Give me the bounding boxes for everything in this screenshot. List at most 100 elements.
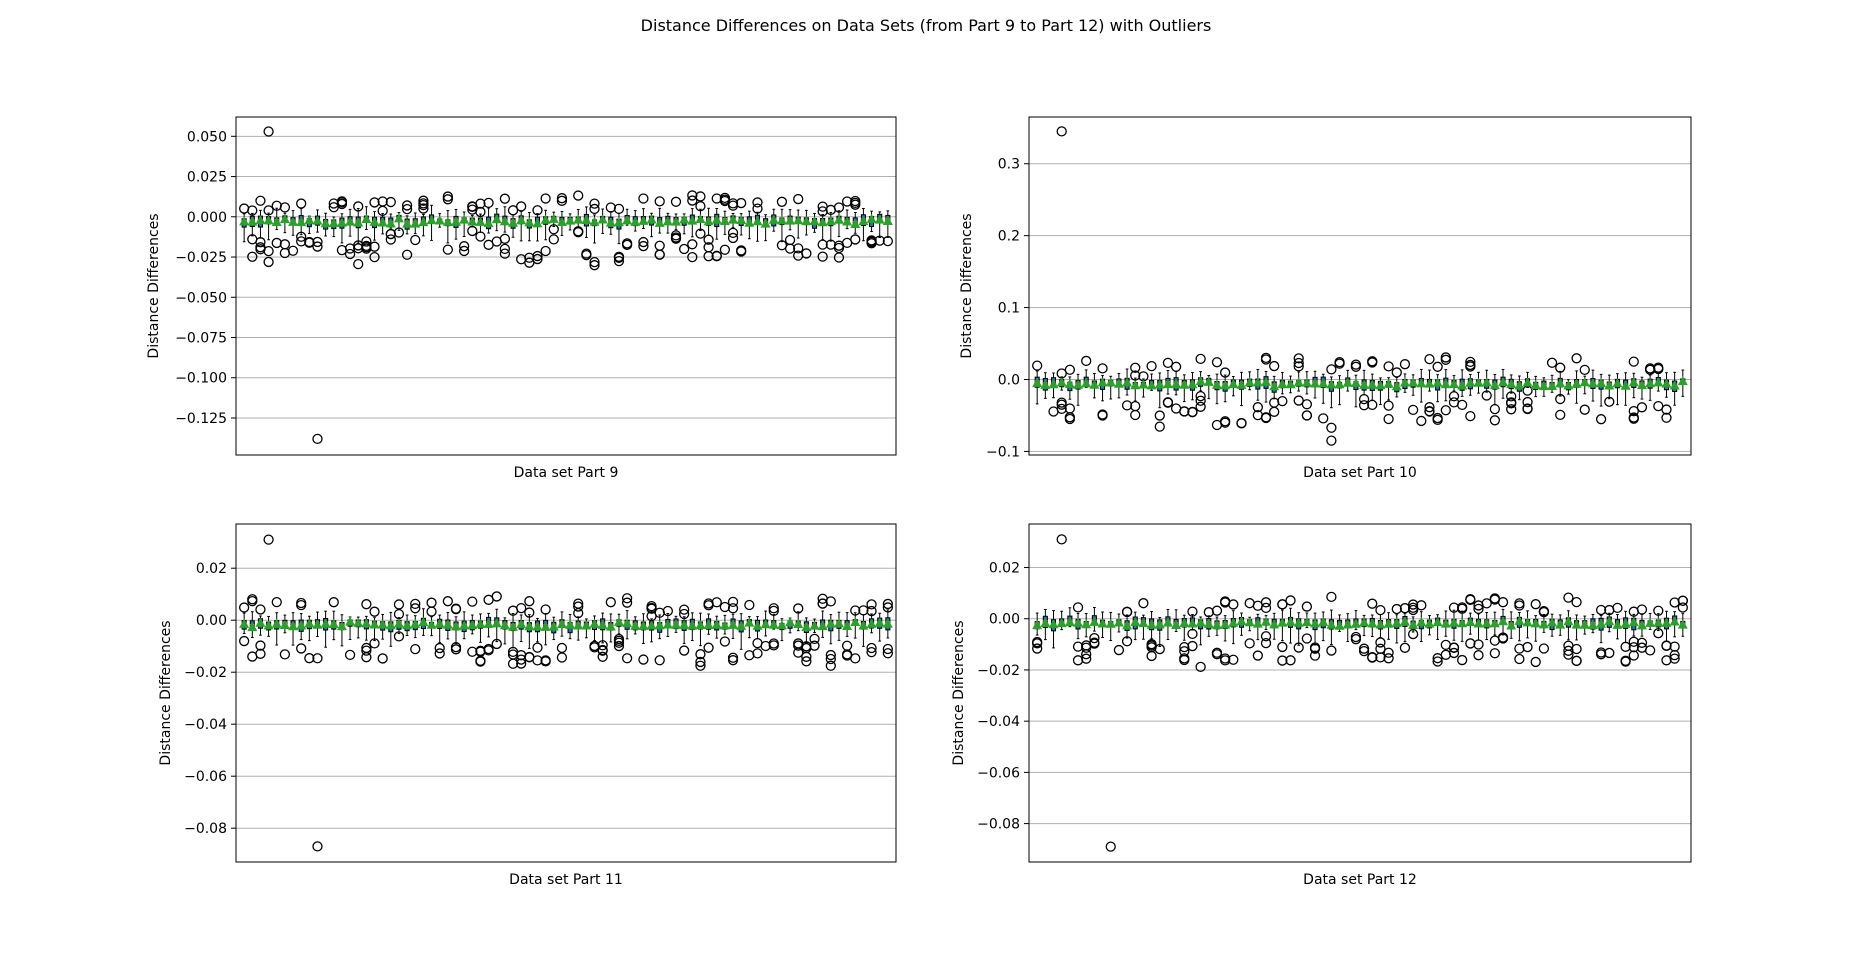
mean-marker [483,618,494,628]
outlier-point [1669,641,1680,652]
outlier-point [646,600,657,612]
mean-marker [1571,619,1582,629]
outlier-point [678,645,690,656]
outlier-point [1448,647,1460,659]
mean-marker [1252,377,1263,387]
box-23 [418,195,429,237]
mean-marker [296,217,307,227]
outlier-point [825,653,836,665]
mean-marker [369,619,380,629]
mean-marker [1350,618,1361,628]
outlier-point [1219,655,1231,666]
outlier-point [426,606,437,617]
mean-marker [679,214,690,224]
box-1 [1032,360,1043,405]
mean-marker [622,618,633,628]
box-14 [1138,598,1149,640]
y-tick-label: 0.3 [998,157,1020,173]
y-tick-label: −0.02 [977,663,1020,679]
outlier-point [1465,638,1476,649]
outlier-point [524,607,535,618]
outlier-point [654,240,665,251]
box-25 [1228,599,1239,665]
box-20 [393,212,405,238]
mean-marker [662,619,673,629]
outlier-point [1326,435,1337,446]
outlier-point [727,652,739,663]
box-41 [1358,614,1370,657]
outlier-point [817,251,828,262]
box-63 [744,599,755,661]
box-71 [1604,374,1615,407]
mean-marker [263,620,274,630]
outlier-point [377,653,388,664]
outlier-point [475,206,486,218]
box-58 [703,207,714,262]
mean-marker [646,214,657,224]
mean-marker [255,617,266,627]
box-76 [850,195,861,245]
mean-marker [793,619,804,629]
box-58 [1498,368,1509,399]
outlier-point [238,635,250,647]
outlier-point [467,225,478,237]
mean-marker [1154,619,1165,629]
outlier-point [1130,409,1141,421]
outlier-point [548,224,559,235]
mean-marker [1498,377,1509,387]
mean-marker [1220,619,1231,629]
outlier-point [458,241,470,252]
box-50 [638,613,649,665]
outlier-point [296,599,307,611]
outlier-point [882,598,894,610]
outlier-point [1636,637,1648,648]
mean-marker [622,215,633,225]
outlier-point [1514,598,1525,609]
mean-marker [1522,617,1533,627]
mean-marker [1408,619,1419,629]
outlier-point [695,201,706,212]
outlier-point [1530,599,1541,610]
outlier-point [1187,606,1198,617]
outlier-point [271,596,282,608]
mean-marker [1440,618,1451,628]
box-10 [312,611,323,852]
mean-marker [1506,620,1517,630]
outlier-point [678,243,690,255]
box-45 [1391,367,1402,398]
outlier-point [1424,406,1435,417]
y-tick-label: −0.04 [977,714,1020,730]
outlier-point [1121,400,1133,411]
outlier-point [1620,641,1631,652]
outlier-point [1407,628,1419,640]
outlier-point [556,652,568,663]
mean-marker [1563,616,1574,626]
box-15 [353,201,364,270]
box-61 [1522,610,1533,653]
mean-marker [1612,378,1623,388]
mean-marker [410,218,421,228]
outlier-point [1318,413,1329,424]
mean-marker [1318,616,1329,626]
outlier-point [312,653,323,664]
outlier-point [1538,643,1550,654]
mean-marker [1187,618,1198,628]
mean-marker [613,616,624,626]
box-79 [874,612,885,642]
outlier-point [1661,404,1672,415]
outlier-point [279,649,291,660]
outlier-point [1081,355,1092,367]
outlier-point [1056,397,1067,408]
outlier-point [784,234,796,246]
mean-marker [736,215,747,225]
box-77 [1653,362,1664,412]
axes-frame [235,116,897,456]
outlier-point [353,201,364,212]
mean-marker [654,620,665,630]
mean-marker [353,217,364,227]
mean-marker [1661,617,1672,627]
box-14 [1138,371,1149,398]
box-4 [263,534,274,637]
box-58 [703,598,714,653]
box-24 [426,597,437,637]
